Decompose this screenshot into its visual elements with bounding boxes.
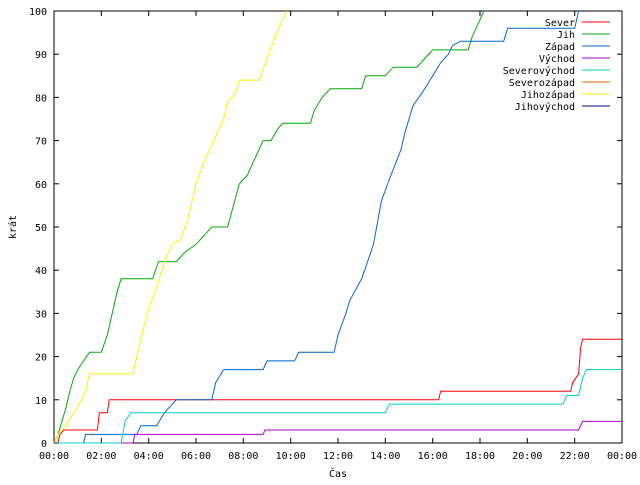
y-tick-label: 100 [29, 7, 47, 18]
y-tick-label: 10 [35, 396, 47, 407]
x-tick-label: 22:00 [560, 451, 590, 462]
x-axis-label: Čas [329, 467, 347, 480]
y-tick-label: 60 [35, 180, 47, 191]
x-tick-label: 18:00 [465, 451, 495, 462]
y-axis-label: krát [7, 215, 19, 239]
x-tick-label: 04:00 [134, 451, 164, 462]
series-line-jih [53, 10, 485, 444]
y-tick-label: 40 [35, 266, 47, 277]
series-line-sever [57, 338, 622, 444]
x-tick-label: 10:00 [276, 451, 306, 462]
x-tick-label: 00:00 [39, 451, 69, 462]
y-tick-label: 0 [41, 439, 47, 450]
legend-label: Jihovýchod [515, 101, 575, 113]
legend-label: Západ [545, 41, 575, 53]
series-line-jihozápad [53, 10, 288, 444]
x-tick-label: 20:00 [512, 451, 542, 462]
y-tick-label: 90 [35, 50, 47, 61]
legend-label: Jih [557, 30, 575, 41]
legend-label: Severozápad [509, 77, 575, 89]
x-tick-label: 16:00 [418, 451, 448, 462]
x-tick-label: 00:00 [607, 451, 637, 462]
y-tick-label: 20 [35, 353, 47, 364]
x-tick-label: 06:00 [181, 451, 211, 462]
legend-label: Východ [539, 53, 575, 65]
legend-label: Severovýchod [503, 65, 575, 77]
x-tick-label: 02:00 [86, 451, 116, 462]
y-tick-label: 50 [35, 223, 47, 234]
legend-label: Jihozápad [521, 89, 575, 101]
y-tick-label: 70 [35, 137, 47, 148]
y-tick-label: 80 [35, 93, 47, 104]
y-tick-label: 30 [35, 309, 47, 320]
legend-label: Sever [545, 18, 575, 29]
series-line-západ [54, 10, 580, 444]
series-line-východ [54, 420, 622, 444]
x-tick-label: 08:00 [228, 451, 258, 462]
series-line-severovýchod [54, 369, 622, 444]
x-tick-label: 12:00 [323, 451, 353, 462]
x-tick-label: 14:00 [370, 451, 400, 462]
